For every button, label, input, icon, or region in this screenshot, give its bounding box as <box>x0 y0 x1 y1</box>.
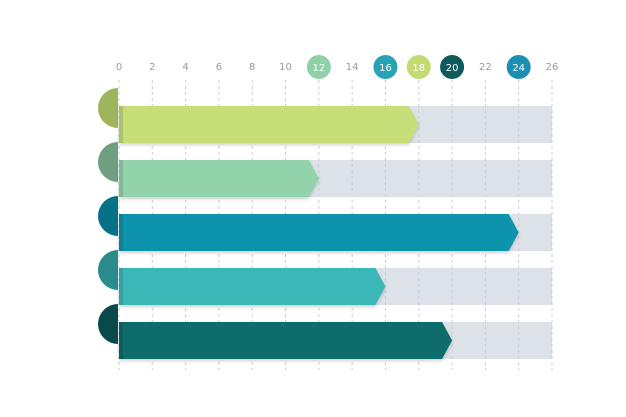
bar-fold-4 <box>119 268 123 305</box>
tick-label-10: 10 <box>279 62 292 73</box>
tick-label-12: 12 <box>312 63 325 74</box>
tick-badge-18 <box>406 55 431 79</box>
bar-shape-1 <box>119 106 419 143</box>
bar-shape-5 <box>119 322 453 359</box>
tick-badge-16 <box>373 55 398 79</box>
tick-label-18: 18 <box>412 63 425 74</box>
bars <box>98 88 519 359</box>
tick-label-24: 24 <box>512 63 525 74</box>
tick-badge-24 <box>506 55 531 79</box>
tick-label-4: 4 <box>182 62 188 73</box>
bar-1 <box>98 88 419 143</box>
bar-shape-2 <box>119 160 319 197</box>
tick-label-16: 16 <box>379 63 392 74</box>
tick-badge-20 <box>440 55 465 79</box>
x-axis-ticks: 0 2 4 6 8 10 12 14 16 18 20 22 24 26 <box>116 55 559 79</box>
tick-label-26: 26 <box>546 62 559 73</box>
bar-4 <box>98 250 386 305</box>
bar-fold-5 <box>119 322 123 359</box>
bar-tab-1 <box>98 88 118 128</box>
tick-label-2: 2 <box>149 62 155 73</box>
bar-2 <box>98 142 319 197</box>
bar-fold-1 <box>119 106 123 143</box>
bar-tab-2 <box>98 142 118 182</box>
tick-label-0: 0 <box>116 62 122 73</box>
bar-5 <box>98 304 453 359</box>
tick-label-22: 22 <box>479 62 492 73</box>
bar-3 <box>98 196 519 251</box>
tick-badge-12 <box>306 55 331 79</box>
bar-fold-3 <box>119 214 123 251</box>
bar-tab-4 <box>98 250 118 290</box>
bar-tab-5 <box>98 304 118 344</box>
bar-shape-3 <box>119 214 519 251</box>
bar-fold-2 <box>119 160 123 197</box>
tick-label-20: 20 <box>446 63 459 74</box>
bar-shape-4 <box>119 268 386 305</box>
tick-label-8: 8 <box>249 62 255 73</box>
tick-label-14: 14 <box>346 62 359 73</box>
tick-label-6: 6 <box>216 62 222 73</box>
bar-tab-3 <box>98 196 118 236</box>
